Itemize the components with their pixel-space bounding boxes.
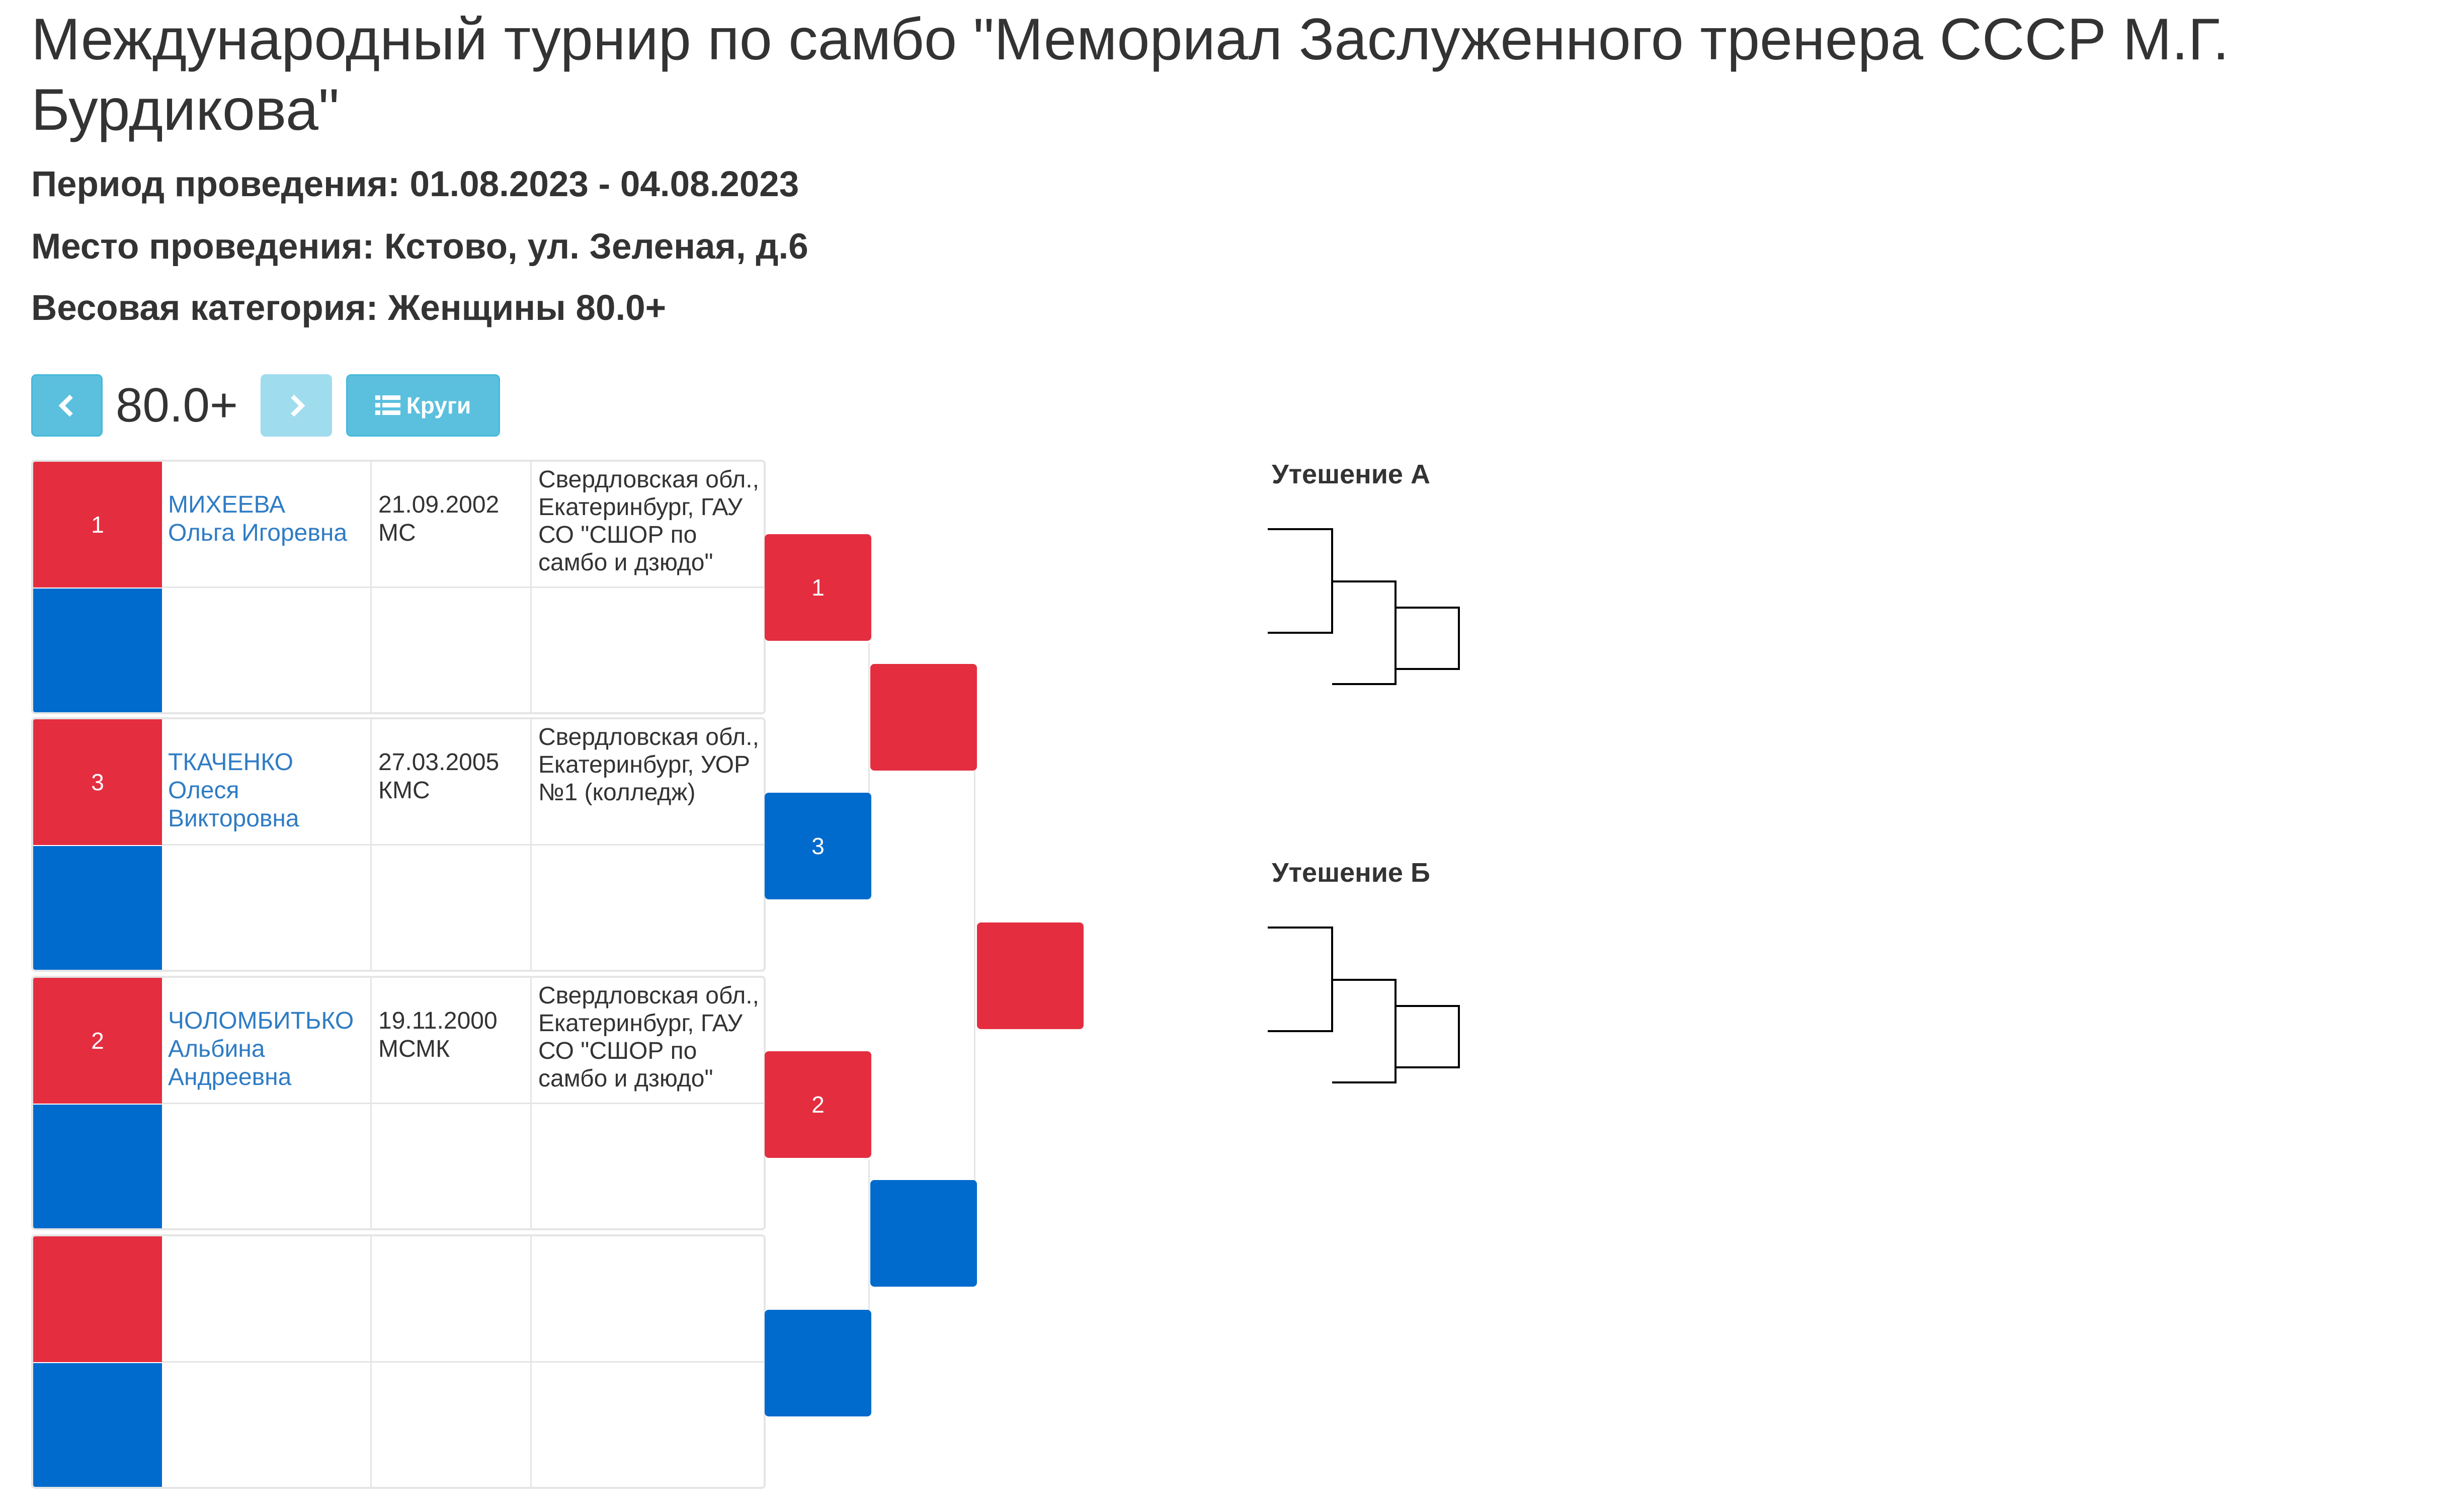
bracket-slot[interactable] [765,1310,871,1416]
blue-corner-cell [33,589,162,712]
prev-category-button[interactable] [31,374,103,437]
bracket-connector [868,1160,870,1311]
participant-pair: 2 ЧОЛОМБИТЬКО Альбина Андреевна 19.11.20… [31,976,766,1230]
red-corner-number: 1 [33,462,162,587]
athlete-surname: ТКАЧЕНКО [168,749,293,776]
consolation-b-bracket [1268,927,1460,1083]
blue-corner-cell [33,1363,162,1487]
athlete-club: Свердловская обл., Екатеринбург, ГАУ СО … [538,466,759,576]
red-corner-number: 2 [33,978,162,1104]
participant-pair [31,1234,766,1489]
athlete-surname: МИХЕЕВА [168,491,285,518]
red-corner-number: 3 [33,719,162,845]
next-category-button[interactable] [261,374,332,437]
column-divider [370,978,372,1228]
column-divider [370,462,372,712]
consolation-a-bracket [1268,528,1460,685]
athlete-given-name: Альбина Андреевна [168,1036,292,1090]
athlete-birth-rank: 27.03.2005 КМС [378,748,529,805]
blue-corner-cell [33,1105,162,1228]
athlete-given-name: Олеся Викторовна [168,777,299,832]
event-place: Место проведения: Кстово, ул. Зеленая, д… [31,227,808,267]
column-divider [530,1236,532,1487]
athlete-rank: КМС [378,777,430,804]
bracket-connector [974,771,975,1181]
bracket-slot[interactable]: 2 [765,1051,871,1158]
list-icon [375,395,400,415]
weight-category: Весовая категория: Женщины 80.0+ [31,288,667,328]
bracket-slot[interactable]: 1 [765,534,871,641]
athlete-birth-rank: 21.09.2002 МС [378,491,529,547]
bracket-connector [868,643,870,794]
row-divider [162,586,764,588]
row-divider [162,844,764,846]
athlete-name-link[interactable]: МИХЕЕВА Ольга Игоревна [168,491,369,547]
participant-pair: 1 МИХЕЕВА Ольга Игоревна 21.09.2002 МС С… [31,460,766,714]
consolation-a-title: Утешение А [1272,459,1430,489]
circles-button-label: Круги [406,392,471,418]
current-category-label: 80.0+ [116,378,238,432]
athlete-club: Свердловская обл., Екатеринбург, ГАУ СО … [538,982,759,1092]
bracket-slot[interactable] [870,1180,977,1287]
column-divider [530,462,532,712]
column-divider [370,719,372,970]
chevron-right-icon [283,394,305,416]
athlete-birthdate: 27.03.2005 [378,749,500,776]
bracket-slot[interactable] [870,664,977,771]
row-divider [162,1361,764,1363]
blue-corner-cell [33,846,162,970]
athlete-name-link[interactable]: ЧОЛОМБИТЬКО Альбина Андреевна [168,1007,369,1091]
athlete-birth-rank: 19.11.2000 МСМК [378,1007,529,1063]
column-divider [530,978,532,1228]
chevron-left-icon [58,394,80,416]
bracket-final-slot[interactable] [977,922,1084,1029]
circles-button[interactable]: Круги [346,374,500,437]
athlete-name-link[interactable]: ТКАЧЕНКО Олеся Викторовна [168,748,369,833]
athlete-given-name: Ольга Игоревна [168,520,348,546]
row-divider [162,1103,764,1104]
consolation-b-title: Утешение Б [1272,858,1430,888]
column-divider [370,1236,372,1487]
athlete-birthdate: 19.11.2000 [378,1007,498,1034]
athlete-club: Свердловская обл., Екатеринбург, УОР №1 … [538,724,759,806]
bracket-slot[interactable]: 3 [765,793,871,899]
column-divider [530,719,532,970]
athlete-rank: МС [378,520,416,546]
event-period: Период проведения: 01.08.2023 - 04.08.20… [31,164,799,204]
athlete-birthdate: 21.09.2002 [378,491,500,518]
page-title: Международный турнир по самбо "Мемориал … [31,6,2229,142]
athlete-rank: МСМК [378,1036,450,1062]
participant-pair: 3 ТКАЧЕНКО Олеся Викторовна 27.03.2005 К… [31,717,766,972]
red-corner-number [33,1236,162,1362]
athlete-surname: ЧОЛОМБИТЬКО [168,1007,354,1034]
